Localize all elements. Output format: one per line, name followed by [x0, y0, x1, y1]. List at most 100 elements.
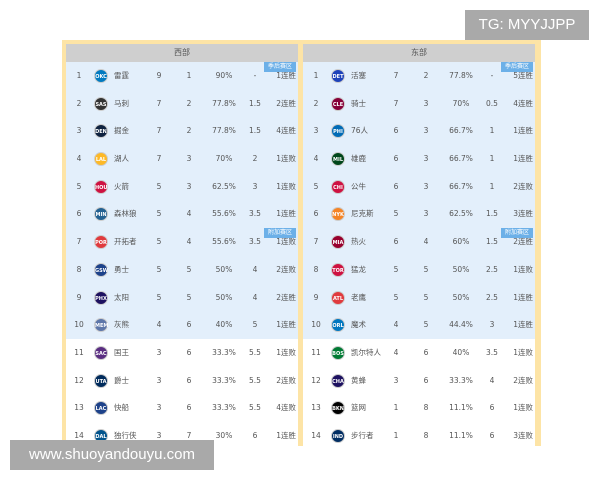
team-row[interactable]: 8 GSW 勇士 5 5 50% 4 2连败	[66, 255, 298, 284]
team-row[interactable]: 14 DAL 独行侠 3 7 30% 6 1连胜	[66, 422, 298, 446]
wins: 5	[156, 264, 162, 274]
team-name: 森林狼	[114, 209, 137, 219]
wins: 5	[393, 292, 399, 302]
losses: 6	[423, 375, 429, 385]
streak: 2连败	[276, 264, 296, 274]
team-row[interactable]: 11 SAC 国王 3 6 33.3% 5.5 1连败	[66, 339, 298, 367]
wins: 4	[393, 347, 399, 357]
win-pct: 33.3%	[212, 403, 236, 413]
team-logo-icon: MIA	[331, 235, 345, 250]
streak: 1连胜	[276, 320, 296, 330]
team-logo-icon: SAS	[94, 96, 108, 111]
team-row[interactable]: 8 TOR 猛龙 5 5 50% 2.5 1连败	[303, 255, 535, 284]
wins: 5	[156, 209, 162, 219]
team-name: 开拓者	[114, 237, 137, 247]
team-row[interactable]: 2 CLE 骑士 7 3 70% 0.5 4连胜	[303, 89, 535, 118]
east-standings: 东部 1 DET 活塞 7 2 77.8% - 5连胜 季后赛区 2 CLE 骑士 7 3 70% 0.5 4连…	[303, 44, 535, 446]
east-header: 东部	[303, 44, 535, 62]
team-name: 雷霆	[114, 71, 129, 80]
team-logo-icon: IND	[331, 428, 345, 443]
games-behind: 3	[252, 181, 258, 191]
streak: 1连胜	[276, 430, 296, 440]
west-standings: 西部 1 OKC 雷霆 9 1 90% -1连胜 季后赛区 2 SAS 马刺 7 2 77.8% 1.5 2连…	[66, 44, 298, 446]
team-row[interactable]: 10 ORL 魔术 4 5 44.4% 3 1连胜	[303, 311, 535, 339]
team-row[interactable]: 12 UTA 爵士 3 6 33.3% 5.5 2连败	[66, 367, 298, 395]
win-pct: 70%	[452, 98, 470, 108]
team-row[interactable]: 5 CHI 公牛 6 3 66.7% 1 2连败	[303, 172, 535, 201]
games-behind: 3.5	[249, 237, 261, 247]
wins: 4	[156, 320, 162, 330]
games-behind: 3.5	[249, 209, 261, 219]
team-row[interactable]: 3 PHI 76人 6 3 66.7% 1 1连胜	[303, 117, 535, 146]
team-row[interactable]: 3 DEN 掘金 7 2 77.8% 1.5 4连胜	[66, 117, 298, 146]
rank: 5	[313, 181, 319, 191]
team-row[interactable]: 1 DET 活塞 7 2 77.8% - 5连胜 季后赛区	[303, 62, 535, 90]
team-row[interactable]: 10 MEM 灰熊 4 6 40% 5 1连胜	[66, 311, 298, 339]
rank: 4	[313, 154, 319, 164]
team-row[interactable]: 4 LAL 湖人 7 3 70% 2 1连败	[66, 145, 298, 173]
games-behind: 4	[489, 375, 495, 385]
playoff-zone-badge: 季后赛区	[500, 62, 533, 72]
wins: 5	[156, 181, 162, 191]
team-row[interactable]: 13 BKN 篮网 1 8 11.1% 6 1连败	[303, 394, 535, 422]
losses: 1	[186, 71, 192, 80]
team-name: 快船	[114, 403, 129, 413]
streak: 1连败	[513, 347, 533, 357]
win-pct: 62.5%	[449, 209, 473, 219]
playoff-zone-badge: 季后赛区	[263, 62, 296, 72]
losses: 3	[423, 126, 429, 136]
losses: 5	[186, 264, 192, 274]
team-name: 公牛	[351, 181, 366, 191]
win-pct: 55.6%	[212, 237, 236, 247]
team-row[interactable]: 6 MIN 森林狼 5 4 55.6% 3.5 1连胜	[66, 200, 298, 229]
team-name: 魔术	[351, 320, 366, 330]
team-row[interactable]: 7 MIA 热火 6 4 60% 1.5 2连胜 附加赛区	[303, 228, 535, 256]
wins: 7	[156, 126, 162, 136]
rank: 10	[74, 320, 84, 330]
team-row[interactable]: 11 BOS 凯尔特人 4 6 40% 3.5 1连败	[303, 339, 535, 367]
team-row[interactable]: 12 CHA 黄蜂 3 6 33.3% 4 2连败	[303, 367, 535, 395]
win-pct: 77.8%	[212, 98, 236, 108]
rank: 8	[313, 264, 319, 274]
team-logo-icon: MIL	[331, 152, 345, 167]
team-row[interactable]: 14 IND 步行者 1 8 11.1% 6 3连败	[303, 422, 535, 446]
team-logo-icon: OKC	[94, 69, 108, 83]
rank: 7	[313, 237, 319, 247]
wins: 3	[393, 375, 399, 385]
team-name: 勇士	[114, 264, 129, 274]
team-row[interactable]: 9 ATL 老鹰 5 5 50% 2.5 1连胜	[303, 283, 535, 312]
team-name: 76人	[351, 126, 369, 136]
team-name: 步行者	[351, 430, 374, 440]
losses: 8	[423, 403, 429, 413]
team-logo-icon: GSW	[94, 262, 108, 277]
wins: 3	[156, 403, 162, 413]
team-name: 雄鹿	[351, 154, 366, 164]
team-row[interactable]: 4 MIL 雄鹿 6 3 66.7% 1 1连胜	[303, 145, 535, 173]
team-row[interactable]: 13 LAC 快船 3 6 33.3% 5.5 4连败	[66, 394, 298, 422]
team-name: 太阳	[114, 292, 129, 302]
games-behind: 6	[489, 403, 495, 413]
win-pct: 40%	[215, 320, 233, 330]
west-header: 西部	[66, 44, 298, 62]
wins: 3	[156, 375, 162, 385]
rank: 11	[74, 347, 84, 357]
team-row[interactable]: 9 PHX 太阳 5 5 50% 4 2连胜	[66, 283, 298, 312]
team-name: 篮网	[351, 403, 366, 413]
team-row[interactable]: 6 NYK 尼克斯 5 3 62.5% 1.5 3连胜	[303, 200, 535, 229]
team-logo-icon: TOR	[331, 262, 345, 277]
win-pct: 50%	[215, 264, 233, 274]
team-logo-icon: DET	[331, 69, 345, 83]
games-behind: 3	[489, 320, 495, 330]
streak: 2连败	[276, 375, 296, 385]
streak: 1连胜	[513, 154, 533, 164]
team-row[interactable]: 7 POR 开拓者 5 4 55.6% 3.5 1连败 附加赛区	[66, 228, 298, 256]
team-logo-icon: PHI	[331, 124, 345, 139]
streak: 1连败	[276, 181, 296, 191]
team-row[interactable]: 5 HOU 火箭 5 3 62.5% 3 1连败	[66, 172, 298, 201]
team-row[interactable]: 2 SAS 马刺 7 2 77.8% 1.5 2连胜	[66, 89, 298, 118]
rank: 3	[313, 126, 319, 136]
team-logo-icon: SAC	[94, 345, 108, 360]
team-name: 猛龙	[351, 264, 366, 274]
team-row[interactable]: 1 OKC 雷霆 9 1 90% - 1连胜 季后赛区	[66, 62, 298, 90]
losses: 5	[186, 292, 192, 302]
